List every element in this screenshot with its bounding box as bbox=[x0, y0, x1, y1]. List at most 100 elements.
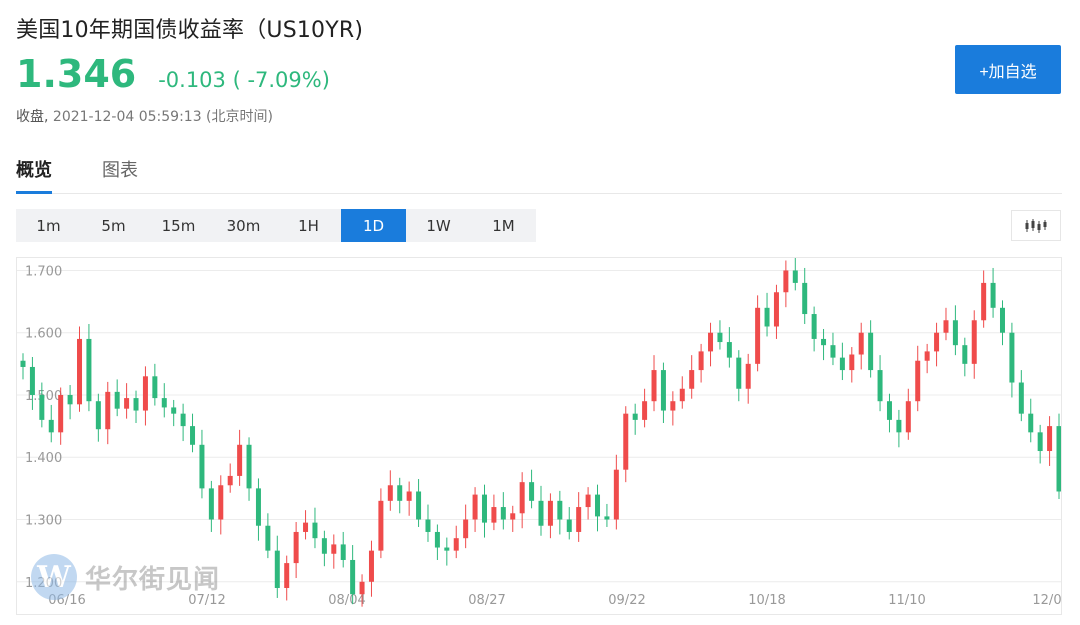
candle-body bbox=[1037, 432, 1043, 452]
candle-body bbox=[463, 519, 469, 539]
candle-body bbox=[604, 516, 610, 520]
x-tick-label: 11/10 bbox=[888, 593, 925, 608]
candle-body bbox=[161, 398, 167, 408]
candle-body bbox=[905, 401, 911, 433]
candle-body bbox=[924, 351, 930, 361]
candle-body bbox=[1009, 332, 1015, 383]
tab-overview[interactable]: 概览 bbox=[16, 156, 52, 194]
candle-body bbox=[491, 507, 497, 523]
candle-body bbox=[576, 507, 582, 532]
candle-body bbox=[180, 413, 186, 427]
candle-body bbox=[1018, 382, 1024, 414]
y-tick-label: 1.400 bbox=[25, 451, 62, 466]
candle-body bbox=[689, 370, 695, 389]
candle-body bbox=[821, 338, 827, 346]
candle-body bbox=[623, 413, 629, 470]
period-5m[interactable]: 5m bbox=[101, 216, 126, 235]
watermark-logo: W bbox=[31, 554, 77, 600]
candle-body bbox=[67, 394, 73, 405]
period-1w[interactable]: 1W bbox=[426, 216, 451, 235]
candle-body bbox=[152, 376, 158, 399]
candle-body bbox=[670, 401, 676, 411]
candle-body bbox=[359, 581, 365, 595]
candle-body bbox=[387, 485, 393, 501]
period-1m[interactable]: 1m bbox=[36, 216, 61, 235]
candle-body bbox=[585, 494, 591, 508]
price-chart[interactable]: 1.2001.3001.4001.5001.6001.70006/1607/12… bbox=[16, 257, 1062, 615]
chart-type-button[interactable] bbox=[1011, 210, 1061, 241]
candle-body bbox=[792, 270, 798, 283]
tab-chart[interactable]: 图表 bbox=[102, 160, 138, 181]
candle-body bbox=[472, 494, 478, 520]
candle-body bbox=[77, 338, 83, 405]
candle-body bbox=[321, 538, 327, 554]
period-1d[interactable]: 1D bbox=[341, 209, 406, 242]
candle-body bbox=[190, 426, 196, 445]
candle-body bbox=[773, 292, 779, 327]
status-label: 收盘, bbox=[16, 109, 49, 125]
x-tick-label: 08/27 bbox=[468, 593, 505, 608]
candle-body bbox=[284, 563, 290, 588]
candle-body bbox=[29, 366, 35, 395]
candle-body bbox=[660, 370, 666, 411]
candle-body bbox=[481, 494, 487, 523]
period-30m[interactable]: 30m bbox=[226, 216, 261, 235]
candle-body bbox=[934, 332, 940, 352]
candle-body bbox=[962, 345, 968, 364]
x-tick-label: 10/18 bbox=[748, 593, 785, 608]
candle-body bbox=[764, 307, 770, 327]
y-tick-label: 1.600 bbox=[25, 327, 62, 342]
period-15m[interactable]: 15m bbox=[161, 216, 196, 235]
candle-body bbox=[397, 485, 403, 501]
candle-body bbox=[86, 338, 92, 402]
candle-body bbox=[237, 444, 243, 476]
candle-body bbox=[114, 391, 120, 409]
candle-body bbox=[95, 401, 101, 430]
candle-body bbox=[303, 522, 309, 532]
candle-body bbox=[312, 522, 318, 539]
period-1h[interactable]: 1H bbox=[298, 216, 319, 235]
candle-body bbox=[613, 469, 619, 520]
candle-body bbox=[858, 332, 864, 355]
candle-body bbox=[1028, 413, 1034, 433]
candle-body bbox=[708, 332, 714, 352]
candle-body bbox=[943, 320, 949, 333]
candle-body bbox=[566, 519, 572, 532]
candle-body bbox=[416, 491, 422, 520]
candle-body bbox=[557, 500, 563, 520]
candle-body bbox=[406, 491, 412, 501]
candle-body bbox=[171, 407, 177, 414]
quote-row: 1.346 -0.103 ( -7.09%) bbox=[16, 52, 330, 96]
add-to-watchlist-button[interactable]: +加自选 bbox=[955, 45, 1061, 94]
candle-body bbox=[783, 270, 789, 293]
candle-body bbox=[255, 488, 261, 526]
candle-body bbox=[453, 538, 459, 551]
candle-body bbox=[849, 354, 855, 371]
candle-body bbox=[745, 363, 751, 389]
candle-body bbox=[981, 282, 987, 321]
candle-body bbox=[538, 500, 544, 526]
candle-body bbox=[679, 388, 685, 402]
candle-body bbox=[830, 345, 836, 358]
candle-body bbox=[340, 544, 346, 560]
candle-body bbox=[444, 547, 450, 551]
candle-body bbox=[265, 525, 271, 551]
candle-body bbox=[39, 394, 45, 420]
x-tick-label: 12/0 bbox=[1032, 593, 1061, 608]
candle-body bbox=[519, 482, 525, 514]
candle-body bbox=[293, 531, 299, 564]
candlestick-chart[interactable]: 1.2001.3001.4001.5001.6001.70006/1607/12… bbox=[17, 258, 1062, 615]
candle-body bbox=[500, 507, 506, 520]
candle-body bbox=[642, 401, 648, 420]
candle-body bbox=[886, 401, 892, 420]
candle-body bbox=[58, 394, 64, 433]
watermark: W 华尔街见闻 bbox=[31, 554, 220, 600]
candle-body bbox=[510, 513, 516, 520]
candle-body bbox=[124, 398, 130, 409]
candle-body bbox=[811, 314, 817, 339]
x-tick-label: 09/22 bbox=[608, 593, 645, 608]
candle-body bbox=[547, 500, 553, 526]
watermark-text: 华尔街见闻 bbox=[85, 564, 221, 595]
period-1mo[interactable]: 1M bbox=[492, 216, 515, 235]
candle-body bbox=[802, 282, 808, 315]
